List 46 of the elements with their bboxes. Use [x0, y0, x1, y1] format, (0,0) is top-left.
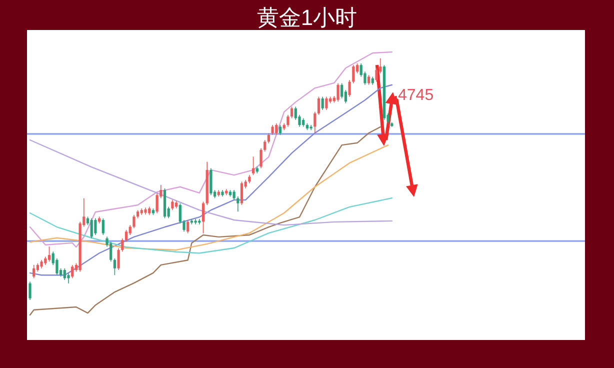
- candlestick: [325, 96, 328, 110]
- candlestick: [102, 218, 104, 236]
- candlestick: [202, 201, 205, 234]
- candlestick: [271, 124, 274, 136]
- candlestick: [113, 258, 116, 276]
- candlestick: [71, 264, 74, 279]
- candlestick: [286, 114, 290, 128]
- candlestick: [267, 132, 270, 144]
- candlestick: [368, 74, 370, 86]
- candlestick: [264, 140, 266, 152]
- candlestick: [171, 200, 174, 210]
- candlestick: [117, 248, 120, 270]
- candlestick: [321, 96, 324, 110]
- chart-title: 黄金1小时: [256, 5, 358, 30]
- candlestick: [352, 64, 355, 84]
- candlestick: [90, 218, 93, 239]
- candlestick: [240, 181, 244, 206]
- candlestick: [275, 122, 278, 136]
- candlestick: [121, 238, 124, 252]
- text: 4745: [398, 87, 434, 104]
- candlestick: [182, 220, 186, 232]
- candlestick: [210, 168, 212, 196]
- candlestick: [290, 106, 294, 119]
- candlestick: [314, 111, 316, 134]
- candlestick: [375, 68, 378, 82]
- candlestick: [48, 246, 51, 262]
- candlestick: [110, 241, 112, 262]
- candlestick: [186, 220, 190, 234]
- candlestick: [232, 190, 236, 200]
- candlestick: [336, 82, 340, 102]
- candlestick: [317, 96, 320, 116]
- candlestick: [260, 148, 262, 169]
- candlestick: [348, 80, 351, 98]
- candlestick: [63, 268, 66, 280]
- candlestick: [124, 230, 128, 242]
- candlestick: [340, 82, 344, 99]
- candlestick: [32, 264, 36, 279]
- candlestick: [28, 281, 32, 300]
- candlestick: [278, 124, 282, 136]
- candlestick: [132, 214, 136, 229]
- candlestick: [236, 196, 240, 212]
- candlestick: [252, 156, 255, 176]
- candlestick: [94, 218, 97, 236]
- candlestick: [178, 202, 182, 224]
- candlestick: [67, 273, 70, 284]
- candlestick: [156, 193, 158, 214]
